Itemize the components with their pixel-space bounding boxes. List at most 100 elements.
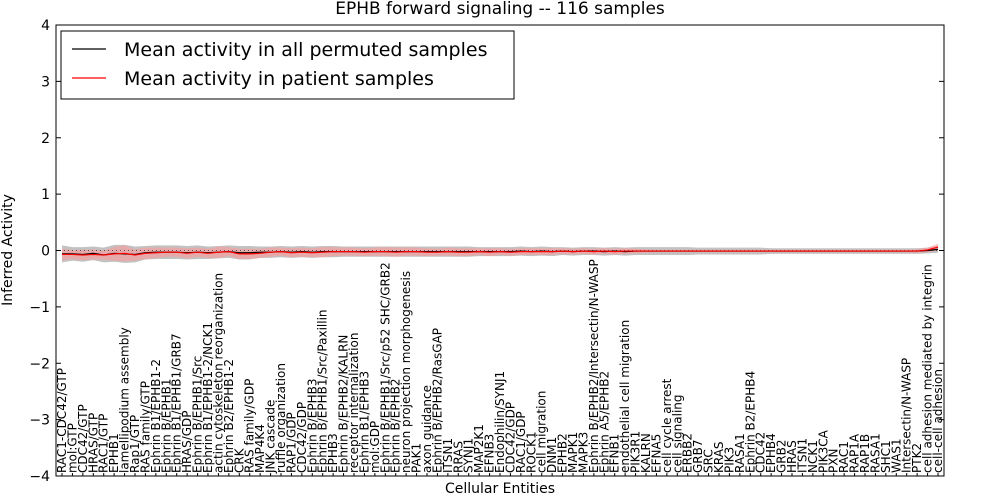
x-tick-label: PIK3CA bbox=[816, 429, 830, 473]
x-tick-label: DNM1 bbox=[545, 437, 559, 473]
x-tick-label: cell migration bbox=[535, 391, 549, 473]
band-1 bbox=[62, 243, 938, 262]
x-tick-label: neuron projection morphogenesis bbox=[399, 271, 413, 473]
x-axis-label: Cellular Entities bbox=[445, 481, 555, 497]
x-axis-tick-labels: RAC1-CDC42/GTPmol:GTPCDC42/GTPHRAS/GTPRA… bbox=[55, 259, 945, 476]
x-tick-label: Ephrin B/EPHB1 bbox=[159, 379, 173, 473]
legend-label-permuted: Mean activity in all permuted samples bbox=[124, 39, 487, 61]
x-tick-label: Ephrin B/EPHB2/Intersectin/N-WASP bbox=[587, 259, 601, 473]
x-tick-label: SRC bbox=[702, 449, 716, 473]
x-tick-label: PIK3R1 bbox=[629, 431, 643, 473]
x-tick-label: CDC42 bbox=[754, 432, 768, 473]
x-tick-label: CRK bbox=[232, 447, 246, 473]
x-tick-label: EPHB2 bbox=[556, 433, 570, 473]
legend-label-patient: Mean activity in patient samples bbox=[124, 68, 434, 90]
legend-box bbox=[60, 30, 515, 100]
y-tick-label: 3 bbox=[41, 74, 50, 90]
x-tick-label: RAS family/GTP bbox=[138, 381, 152, 473]
series-line-1 bbox=[62, 246, 939, 256]
y-tick-label: 4 bbox=[41, 18, 50, 34]
y-tick-label: −4 bbox=[29, 469, 50, 485]
x-tick-label: endothelial cell migration bbox=[618, 320, 632, 473]
x-tick-label: PTK2 bbox=[910, 443, 924, 473]
x-tick-label: EFNA5 bbox=[649, 434, 663, 473]
y-tick-label: −3 bbox=[29, 413, 50, 429]
x-tick-label: RASA1 bbox=[733, 433, 747, 473]
chart-title: EPHB forward signaling -- 116 samples bbox=[335, 0, 665, 19]
x-tick-label: RAC1/GTP bbox=[97, 414, 111, 473]
y-tick-label: 2 bbox=[41, 131, 50, 147]
x-tick-label: Ephrin B/EPHB1/Src/p52 SHC/GRB2 bbox=[378, 262, 392, 473]
series-lines bbox=[62, 246, 939, 256]
x-tick-label: EPHB3 bbox=[326, 433, 340, 473]
x-tick-label: RASA1 bbox=[868, 433, 882, 473]
x-tick-label: ITSN1 bbox=[441, 438, 455, 473]
x-tick-label: CDC42/GDP bbox=[503, 402, 517, 473]
x-tick-label: RAS family/GDP bbox=[243, 379, 257, 473]
x-tick-label: cell cycle arrest bbox=[660, 378, 674, 473]
x-tick-label: lamellipodium assembly bbox=[118, 327, 132, 473]
x-tick-label: Ephrin B1/EPHB1-2 bbox=[149, 359, 163, 473]
y-axis: −4 −3 −2 −1 0 1 2 3 4 bbox=[29, 18, 944, 485]
x-tick-label: receptor internalization bbox=[347, 333, 361, 473]
x-tick-label: axon guidance bbox=[420, 385, 434, 473]
x-tick-label: cell signaling bbox=[670, 394, 684, 473]
x-tick-label: actin cytoskeleton reorganization bbox=[211, 273, 225, 473]
x-tick-label: Ephrin B/EPHB2/KALRN bbox=[337, 335, 351, 473]
x-tick-label: Endophilin/SYNJ1 bbox=[493, 371, 507, 473]
x-tick-label: HRAS/GDP bbox=[180, 410, 194, 473]
y-tick-label: −2 bbox=[29, 356, 50, 372]
x-tick-label: Ephrin B1/EPHB1/GRB7 bbox=[170, 333, 184, 473]
x-tick-label: RAP1/GDP bbox=[284, 412, 298, 473]
x-tick-label: SHC1 bbox=[879, 440, 893, 473]
x-tick-label: RAP1B bbox=[858, 434, 872, 473]
x-tick-label: Ephrin B2/EPHB1-2 bbox=[222, 359, 236, 473]
x-tick-label: MAPK3 bbox=[576, 432, 590, 473]
x-tick-label: SYNJ1 bbox=[462, 438, 476, 473]
x-tick-label: Ephrin B/EPHB1/Src/Paxillin bbox=[316, 309, 330, 473]
x-tick-label: RAC1/GDP bbox=[514, 411, 528, 473]
x-tick-label: ITSN1 bbox=[795, 438, 809, 473]
x-tick-label: PIK3 bbox=[722, 447, 736, 473]
x-tick-label: Ephrin B/EPHB3 bbox=[305, 379, 319, 473]
x-tick-label: CDC42/GTP bbox=[76, 404, 90, 473]
x-tick-label: ROCK1 bbox=[524, 431, 538, 473]
x-tick-label: PXN bbox=[827, 449, 841, 473]
y-tick-label: 1 bbox=[41, 187, 50, 203]
x-tick-label: mol:GTP bbox=[65, 423, 79, 473]
x-tick-label: RAC1 bbox=[837, 441, 851, 473]
x-tick-label: MAP2K1 bbox=[472, 424, 486, 473]
legend: Mean activity in all permuted samples Me… bbox=[60, 30, 515, 100]
x-tick-label: KALRN bbox=[639, 433, 653, 473]
x-tick-label: PAK1 bbox=[410, 443, 424, 473]
x-tick-label: EPHB1 bbox=[107, 433, 121, 473]
x-tick-label: HRAS/GTP bbox=[86, 413, 100, 473]
x-tick-label: EPHB4 bbox=[764, 433, 778, 473]
x-tick-label: Ephrin B1/EPHB1-2/NCK1 bbox=[201, 322, 215, 473]
x-tick-label: CDC42/GDP bbox=[295, 402, 309, 473]
x-tick-label: cell adhesion mediated by integrin bbox=[921, 264, 935, 473]
x-tick-label: Ephrin B1/EPHB3 bbox=[357, 371, 371, 473]
x-tick-label: Ephrin A5/EPHB2 bbox=[597, 371, 611, 473]
x-tick-label: Rap1/GTP bbox=[128, 415, 142, 473]
x-tick-label: WAS1 bbox=[889, 438, 903, 473]
x-tick-label: RRAS bbox=[451, 441, 465, 473]
x-tick-label: MAP4K4 bbox=[253, 424, 267, 473]
x-tick-label: GRB7 bbox=[691, 439, 705, 473]
x-tick-label: cell-cell adhesion bbox=[931, 369, 945, 473]
x-tick-label: KRAS bbox=[712, 441, 726, 473]
x-tick-label: RAC1-CDC42/GTP bbox=[55, 368, 69, 473]
x-tick-label: JNK cascade bbox=[264, 400, 278, 474]
x-tick-label: Ephrin B/EPHB2/RasGAP bbox=[430, 328, 444, 473]
x-tick-label: EFNB3 bbox=[483, 434, 497, 473]
x-tick-label: GRB2 bbox=[775, 439, 789, 473]
x-tick-label: NCK1 bbox=[806, 440, 820, 473]
x-tick-label: MAPK1 bbox=[566, 432, 580, 473]
x-tick-label: ruffle organization bbox=[274, 363, 288, 473]
y-tick-label: 0 bbox=[41, 244, 50, 260]
x-tick-label: Ephrin B/EPHB2 bbox=[389, 379, 403, 473]
x-tick-label: Intersectin/N-WASP bbox=[900, 358, 914, 473]
x-tick-label: Ephrin B2/EPHB4 bbox=[743, 371, 757, 473]
x-tick-label: EFNB1 bbox=[608, 434, 622, 473]
